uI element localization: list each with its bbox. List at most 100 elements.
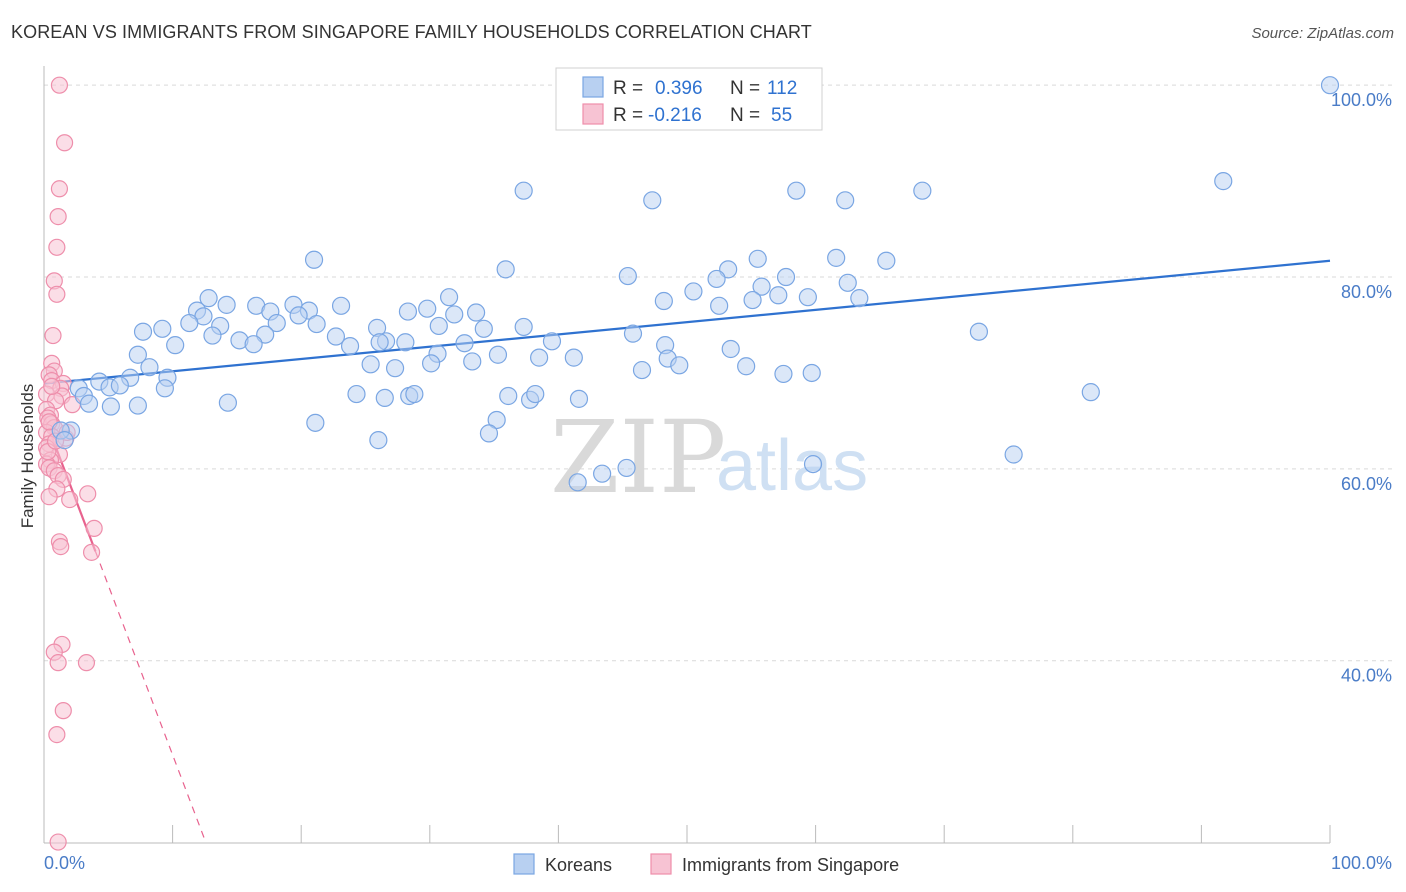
data-point-korean [654,291,673,311]
data-point-singapore [85,519,103,537]
bottom-legend-swatch-koreans [513,853,535,875]
data-point-korean [306,413,325,432]
data-point-singapore [55,134,74,152]
data-point-korean [418,299,437,318]
series-immigrants-from-singapore [37,76,103,851]
data-point-korean [488,345,508,364]
data-point-singapore [50,76,69,94]
data-point-korean [850,289,869,308]
data-point-korean [166,336,185,355]
data-point-korean [877,251,896,270]
data-point-korean [623,324,643,343]
data-point-korean [803,454,823,474]
legend-r-value: 0.396 [655,78,703,99]
data-point-korean [593,464,612,483]
x-tick-label-min: 0.0% [44,853,85,873]
data-point-korean [670,356,689,375]
legend-swatch-koreans [582,76,604,98]
data-point-korean [101,397,120,416]
data-point-korean [361,355,380,374]
data-point-korean [55,431,74,450]
data-point-korean [474,319,493,338]
data-point-korean [479,424,499,443]
data-point-korean [514,317,533,337]
y-tick-label: 40.0% [1341,666,1392,686]
data-point-korean [710,296,729,315]
data-point-korean [643,191,662,210]
data-point-korean [128,345,147,364]
data-point-singapore [79,485,97,503]
source-label: Source: ZipAtlas.com [1251,25,1394,42]
data-point-korean [466,303,486,322]
data-point-korean [618,266,637,286]
data-point-singapore [48,238,66,256]
data-point-korean [244,335,263,354]
data-point-korean [748,249,767,268]
legend-r-value: -0.216 [648,105,702,126]
data-point-korean [429,316,448,336]
grid-lines [44,84,1392,662]
data-point-korean [707,269,726,289]
legend-r-label: R = [613,78,643,99]
data-point-korean [79,394,99,413]
y-axis-title: Family Households [18,384,37,529]
data-point-korean [439,288,459,307]
data-point-korean [218,393,237,412]
data-point-korean [340,337,360,356]
data-point-korean [445,305,464,324]
data-point-korean [1320,76,1340,95]
data-point-korean [838,273,857,292]
data-point-korean [398,302,418,321]
data-point-korean [347,384,366,404]
chart-title: KOREAN VS IMMIGRANTS FROM SINGAPORE FAMI… [11,22,812,42]
data-point-korean [421,354,441,373]
data-point-singapore [48,285,66,303]
data-point-korean [110,376,129,395]
data-point-korean [307,314,326,334]
y-tick-labels: 40.0% 60.0% 80.0% 100.0% [1331,90,1392,686]
data-point-korean [774,364,793,384]
data-point-korean [752,277,771,296]
series-koreans [51,76,1340,492]
data-point-korean [514,181,533,200]
data-point-korean [568,473,587,492]
data-point-korean [375,388,394,408]
data-point-korean [632,360,652,380]
data-point-korean [798,288,817,307]
data-point-singapore [44,326,62,345]
data-point-korean [1214,172,1233,191]
data-point-korean [199,289,218,308]
data-point-korean [769,286,788,305]
data-point-korean [542,332,562,351]
data-point-korean [487,410,506,430]
data-point-korean [180,313,199,333]
data-point-korean [455,334,474,353]
data-point-korean [737,357,756,376]
data-point-singapore [54,702,72,720]
data-point-korean [140,358,159,377]
data-point-korean [289,306,308,325]
data-point-singapore [43,377,61,395]
data-point-singapore [82,543,101,561]
data-point-singapore [61,490,79,509]
legend-n-value: 55 [771,105,792,126]
data-point-korean [530,348,549,367]
data-point-korean [369,431,388,450]
data-point-korean [304,250,324,269]
data-point-singapore [49,654,67,672]
data-point-singapore [77,654,96,672]
data-point-korean [617,458,636,478]
data-point-korean [128,396,147,415]
data-point-korean [776,267,796,287]
data-point-korean [203,326,222,345]
legend-n-value: 112 [767,78,797,99]
data-point-korean [526,384,545,404]
data-point-korean [569,389,589,408]
data-point-korean [684,282,703,301]
bottom-legend-label-singapore: Immigrants from Singapore [682,855,899,875]
legend-r-label: R = [613,105,643,126]
y-tick-label: 60.0% [1341,474,1392,494]
data-point-korean [396,333,415,352]
data-point-korean [721,339,740,359]
